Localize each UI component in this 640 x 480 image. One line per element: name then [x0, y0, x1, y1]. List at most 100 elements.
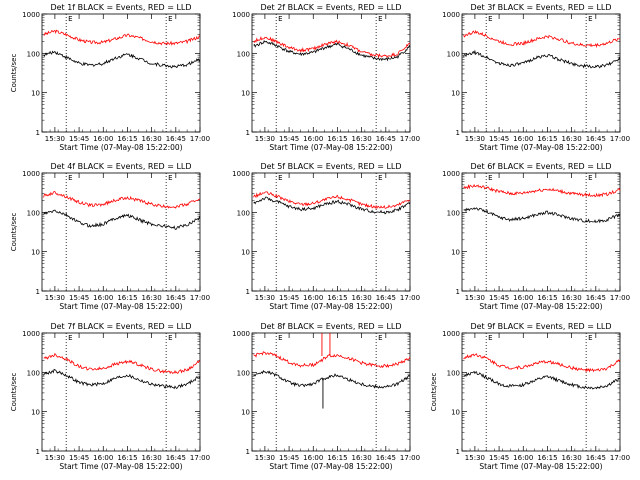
- series-events-black: [463, 49, 621, 69]
- x-tick-label: 15:45: [69, 294, 89, 302]
- x-tick-label: 16:30: [562, 294, 582, 302]
- eclipse-marker-label: E: [588, 334, 592, 342]
- y-tick-label: 100: [237, 369, 250, 377]
- y-tick-label: 1: [246, 129, 250, 137]
- eclipse-marker-label: E: [488, 174, 492, 182]
- x-tick-label: 16:45: [586, 454, 606, 462]
- x-tick-label: 15:30: [255, 294, 275, 302]
- x-tick-label: 15:45: [69, 454, 89, 462]
- x-tick-label: 16:00: [93, 135, 113, 143]
- x-tick-label: 17:00: [400, 294, 420, 302]
- x-tick-label: 16:30: [142, 454, 162, 462]
- series-lld-red: [463, 353, 621, 373]
- eclipse-marker-label: E: [588, 174, 592, 182]
- y-tick-label: 10: [451, 90, 460, 98]
- y-tick-label: 1: [246, 288, 250, 296]
- x-tick-label: 17:00: [190, 454, 210, 462]
- eclipse-marker-label: E: [278, 15, 282, 23]
- panel-title: Det 2f BLACK = Events, RED = LLD: [260, 3, 401, 12]
- panel-det-8: Det 8f BLACK = Events, RED = LLD 1 10 100 10…: [232, 322, 420, 471]
- y-tick-label: 100: [237, 50, 250, 58]
- x-tick-label: 16:15: [537, 135, 557, 143]
- x-tick-label: 15:30: [255, 454, 275, 462]
- eclipse-marker-label: E: [168, 334, 172, 342]
- plot-frame: [41, 13, 201, 133]
- y-tick-label: 10: [241, 90, 250, 98]
- x-tick-label: 15:30: [45, 135, 65, 143]
- series-lld-red: [43, 190, 201, 209]
- y-tick-label: 10: [31, 90, 40, 98]
- y-tick-label: 10: [31, 409, 40, 417]
- series-events-black: [463, 370, 621, 390]
- y-tick-label: 100: [27, 369, 40, 377]
- panel-det-7: Det 7f BLACK = Events, RED = LLD 1 10 100 10…: [10, 322, 210, 471]
- x-tick-label: 16:30: [562, 454, 582, 462]
- panel-det-1: Det 1f BLACK = Events, RED = LLD 1 10 100 10…: [10, 3, 210, 152]
- x-tick-label: 17:00: [190, 294, 210, 302]
- eclipse-marker-label: E: [278, 334, 282, 342]
- x-tick-label: 16:30: [142, 294, 162, 302]
- x-tick-label: 15:30: [45, 454, 65, 462]
- x-tick-label: 16:00: [513, 454, 533, 462]
- eclipse-marker-label: E: [68, 174, 72, 182]
- x-axis-label: Start Time (07-May-08 15:22:00): [269, 302, 392, 311]
- y-tick-label: 1000: [22, 11, 40, 19]
- y-tick-label: 1000: [22, 330, 40, 338]
- x-tick-label: 17:00: [400, 135, 420, 143]
- x-tick-label: 15:30: [255, 135, 275, 143]
- plot-frame: [251, 172, 411, 292]
- y-tick-label: 100: [447, 369, 460, 377]
- x-axis-label: Start Time (07-May-08 15:22:00): [59, 143, 182, 152]
- x-tick-label: 15:45: [489, 454, 509, 462]
- y-tick-label: 100: [447, 50, 460, 58]
- x-tick-label: 16:30: [352, 135, 372, 143]
- x-axis-label: Start Time (07-May-08 15:22:00): [269, 143, 392, 152]
- x-tick-label: 17:00: [610, 294, 630, 302]
- y-tick-label: 1: [246, 448, 250, 456]
- y-tick-label: 10: [451, 409, 460, 417]
- x-tick-label: 16:00: [303, 294, 323, 302]
- plot-frame: [41, 332, 201, 452]
- x-tick-label: 16:45: [376, 135, 396, 143]
- y-tick-label: 1000: [232, 11, 250, 19]
- series-lld-red: [253, 36, 411, 59]
- panel-det-3: Det 3f BLACK = Events, RED = LLD 1 10 100 10…: [442, 3, 630, 152]
- y-tick-label: 1000: [442, 330, 460, 338]
- x-tick-label: 16:45: [586, 135, 606, 143]
- x-tick-label: 17:00: [610, 135, 630, 143]
- y-axis-label: Counts/sec: [10, 213, 18, 252]
- plot-frame: [461, 172, 621, 292]
- x-tick-label: 16:45: [376, 454, 396, 462]
- y-tick-label: 1000: [22, 170, 40, 178]
- y-tick-label: 1: [36, 129, 40, 137]
- x-tick-label: 16:00: [513, 135, 533, 143]
- eclipse-marker-label: E: [378, 174, 382, 182]
- x-tick-label: 16:45: [166, 135, 186, 143]
- panel-title: Det 6f BLACK = Events, RED = LLD: [470, 162, 611, 171]
- eclipse-marker-label: E: [378, 15, 382, 23]
- panel-det-6: Det 6f BLACK = Events, RED = LLD 1 10 100 10…: [442, 162, 630, 311]
- eclipse-marker-label: E: [168, 174, 172, 182]
- x-axis-label: Start Time (07-May-08 15:22:00): [479, 302, 602, 311]
- x-tick-label: 16:30: [352, 294, 372, 302]
- plot-frame: [251, 13, 411, 133]
- y-axis-label: Counts/sec: [10, 54, 18, 93]
- series-lld-red: [253, 351, 411, 369]
- series-events-black: [253, 39, 411, 62]
- panel-title: Det 3f BLACK = Events, RED = LLD: [470, 3, 611, 12]
- x-tick-label: 15:45: [279, 454, 299, 462]
- x-tick-label: 16:15: [117, 294, 137, 302]
- x-tick-label: 16:45: [166, 454, 186, 462]
- x-tick-label: 16:30: [562, 135, 582, 143]
- x-tick-label: 16:15: [117, 135, 137, 143]
- x-tick-label: 16:15: [327, 135, 347, 143]
- x-tick-label: 15:45: [279, 135, 299, 143]
- x-tick-label: 16:00: [303, 454, 323, 462]
- x-tick-label: 16:15: [327, 294, 347, 302]
- eclipse-marker-label: E: [378, 334, 382, 342]
- series-events-black: [253, 369, 411, 389]
- y-tick-label: 100: [237, 209, 250, 217]
- x-tick-label: 16:00: [513, 294, 533, 302]
- x-tick-label: 16:30: [352, 454, 372, 462]
- x-tick-label: 17:00: [190, 135, 210, 143]
